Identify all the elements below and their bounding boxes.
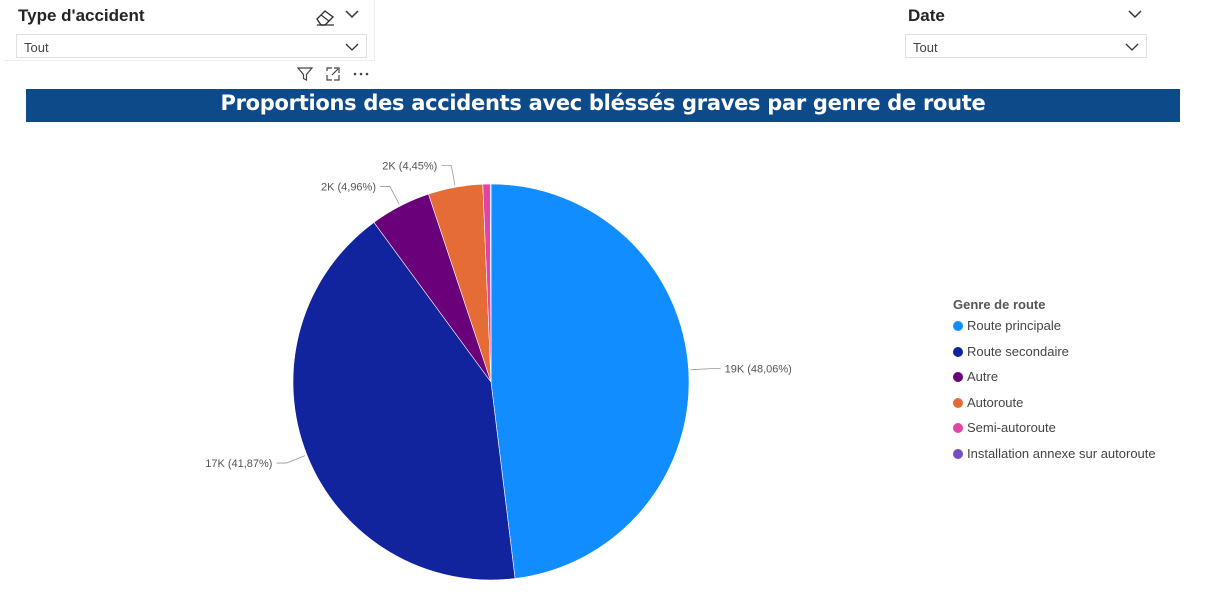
leader-line	[441, 165, 456, 186]
leader-line	[276, 455, 306, 464]
legend-item[interactable]: Semi-autoroute	[953, 420, 1213, 446]
chart-title-bar: Proportions des accidents avec bléssés g…	[26, 89, 1180, 122]
legend: Genre de route Route principale Route sec…	[953, 297, 1213, 471]
slicer-value: Tout	[913, 40, 938, 55]
legend-marker	[953, 448, 963, 459]
chevron-down-icon	[345, 43, 359, 51]
legend-label: Autoroute	[967, 394, 1024, 410]
slicer-title: Type d'accident	[18, 6, 145, 25]
slicer-title: Date	[908, 6, 945, 25]
legend-label: Autre	[967, 369, 999, 384]
data-label: 17K (41,87%)	[205, 458, 272, 470]
legend-item[interactable]: Installation annexe sur autoroute	[953, 446, 1213, 472]
slicer-date: Date Tout	[902, 0, 1152, 60]
leader-line	[380, 186, 400, 205]
more-options-icon[interactable]	[352, 65, 370, 83]
focus-mode-icon[interactable]	[324, 65, 342, 83]
legend-marker	[953, 423, 963, 433]
legend-label: Semi-autoroute	[967, 420, 1056, 435]
slicer-type-accident: Type d'accident Tout	[4, 0, 375, 61]
legend-item[interactable]: Autoroute	[953, 395, 1213, 421]
chart-title: Proportions des accidents avec bléssés g…	[220, 91, 986, 115]
chevron-down-icon[interactable]	[1127, 9, 1143, 19]
legend-marker	[953, 321, 963, 331]
slicer-value: Tout	[24, 40, 49, 55]
legend-label: Route secondaire	[967, 343, 1069, 359]
legend-item[interactable]: Autre	[953, 369, 1213, 395]
chevron-down-icon[interactable]	[344, 9, 360, 19]
eraser-icon[interactable]	[314, 6, 338, 26]
chevron-down-icon	[1125, 43, 1139, 51]
slicer-dropdown[interactable]: Tout	[905, 34, 1147, 58]
pie-slice[interactable]	[489, 183, 492, 383]
legend-marker	[953, 346, 963, 357]
legend-item[interactable]: Route secondaire	[953, 344, 1213, 370]
legend-marker	[953, 397, 963, 408]
legend-label: Installation annexe sur autoroute	[967, 445, 1156, 461]
slicer-dropdown[interactable]: Tout	[16, 34, 367, 58]
legend-item[interactable]: Route principale	[953, 318, 1213, 344]
legend-items: Route principale Route secondaire Autre Aut…	[953, 318, 1213, 471]
legend-title: Genre de route	[953, 297, 1046, 312]
legend-marker	[953, 372, 963, 382]
pie-slice[interactable]	[292, 221, 516, 581]
visual-header	[296, 65, 376, 83]
data-label: 2K (4,96%)	[321, 182, 376, 194]
leader-line	[690, 368, 721, 371]
legend-label: Route principale	[967, 318, 1061, 333]
pie-slice[interactable]	[490, 183, 690, 579]
data-label: 2K (4,45%)	[382, 161, 437, 173]
data-label: 19K (48,06%)	[725, 364, 792, 376]
filter-icon[interactable]	[296, 65, 314, 83]
